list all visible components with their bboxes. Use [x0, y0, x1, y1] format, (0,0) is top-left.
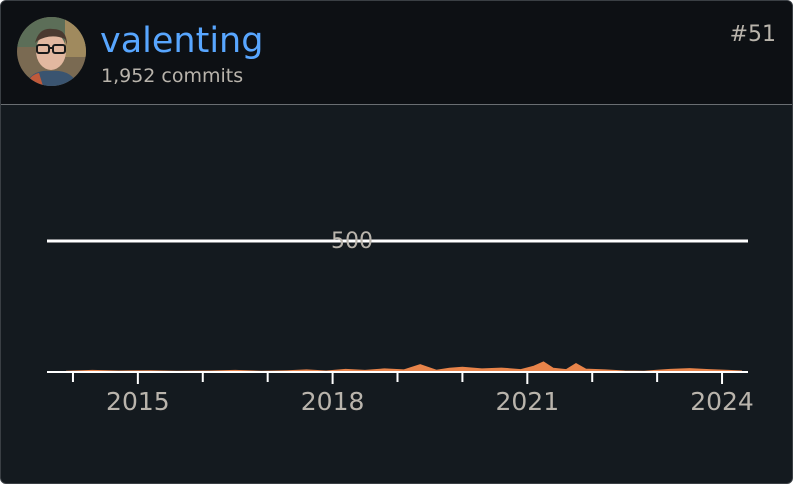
commit-count: 1,952 commits [101, 65, 244, 87]
username-link[interactable]: valenting [100, 21, 264, 61]
x-tick-label-2015: 2015 [106, 387, 170, 416]
series-area [65, 361, 743, 373]
commits-chart: 500 2015 2018 2021 2024 [47, 229, 754, 416]
x-tick-label-2024: 2024 [690, 387, 754, 416]
x-tick-label-2021: 2021 [496, 387, 560, 416]
rank-badge: #51 [729, 22, 776, 47]
x-tick-label-2018: 2018 [301, 387, 365, 416]
y-tick-label-500: 500 [331, 229, 373, 254]
card-header: valenting 1,952 commits #51 [1, 1, 792, 105]
avatar-image [17, 17, 86, 86]
avatar[interactable] [17, 17, 86, 86]
